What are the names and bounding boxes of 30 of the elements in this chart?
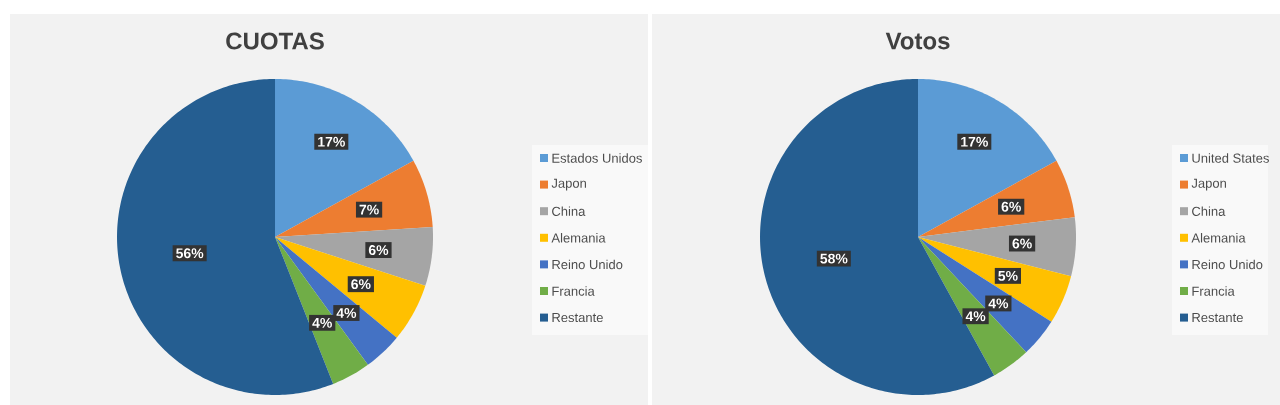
legend-label: Estados Unidos bbox=[552, 153, 642, 163]
chart-title: Votos bbox=[885, 32, 950, 50]
legend-label: Francia bbox=[1192, 286, 1235, 296]
data-label: 6% bbox=[1012, 238, 1032, 249]
data-label: 17% bbox=[961, 136, 988, 147]
legend-label: Restante bbox=[552, 313, 603, 323]
legend-label: Japon bbox=[551, 178, 586, 191]
data-label: 58% bbox=[820, 253, 848, 264]
data-label: 6% bbox=[1001, 201, 1021, 212]
chart-title: CUOTAS bbox=[226, 32, 324, 50]
data-label: 4% bbox=[965, 311, 986, 322]
legend-label: China bbox=[1192, 206, 1226, 216]
legend-label: United States bbox=[1192, 153, 1269, 163]
data-label: 5% bbox=[998, 270, 1018, 281]
data-label: 4% bbox=[988, 298, 1009, 309]
data-label: 4% bbox=[312, 317, 332, 328]
data-label: 4% bbox=[336, 308, 357, 318]
data-label: 7% bbox=[359, 204, 379, 215]
legend-label: Alemania bbox=[1191, 233, 1246, 243]
data-label: 6% bbox=[368, 245, 389, 255]
legend-label: Reino Unido bbox=[1192, 259, 1263, 270]
legend-label: Reino Unido bbox=[552, 259, 623, 270]
legend-label: China bbox=[552, 206, 586, 216]
legend-label: Restante bbox=[1192, 313, 1243, 323]
legend-label: Francia bbox=[552, 286, 595, 296]
legend-label: Japon bbox=[1191, 178, 1226, 191]
data-label: 6% bbox=[351, 279, 371, 290]
legend-label: Alemania bbox=[551, 233, 606, 243]
data-label: 17% bbox=[318, 136, 345, 147]
data-label: 56% bbox=[176, 248, 204, 259]
